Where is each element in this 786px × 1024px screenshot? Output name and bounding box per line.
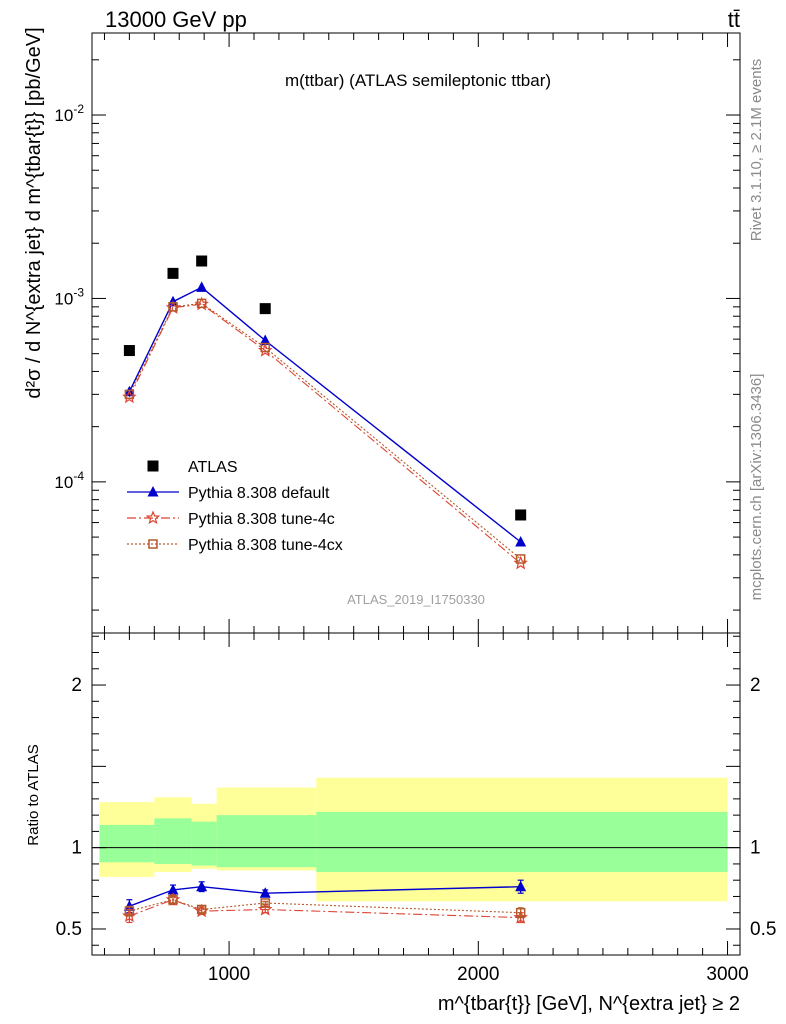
green-band-bin <box>154 818 192 864</box>
main-data-point <box>260 342 270 353</box>
y-tick-label: 10-3 <box>54 285 84 308</box>
analysis-id: ATLAS_2019_I1750330 <box>347 592 485 607</box>
process-label: tt̄ <box>728 7 740 32</box>
legend-label: ATLAS <box>188 459 238 476</box>
green-band-bin <box>99 824 155 863</box>
main-data-point <box>196 298 207 309</box>
energy-label: 13000 GeV pp <box>105 7 247 32</box>
ratio-series-line <box>129 899 521 919</box>
main-data-point <box>124 389 135 400</box>
main-data-point <box>259 334 271 345</box>
legend-marker <box>145 510 161 525</box>
green-band-bin <box>316 811 728 873</box>
x-tick-label: 3000 <box>706 964 748 985</box>
y-tick-label-exponent: -3 <box>73 285 84 299</box>
ratio-series <box>122 879 528 924</box>
x-ticks: 1000 2000 3000 <box>103 33 749 985</box>
ratio-y-tick-label: 1 <box>71 838 82 859</box>
rivet-version-label: Rivet 3.1.10, ≥ 2.1M events <box>748 59 765 242</box>
ratio-data-point <box>260 898 270 908</box>
main-y-axis-label: d²σ / d N^{extra jet} d m^{tbar{t}} [pb/… <box>23 27 45 398</box>
ratio-data-point <box>167 883 179 895</box>
ratio-uncertainty-bands <box>99 777 728 902</box>
ratio-y-tick-label: 0.5 <box>56 919 82 940</box>
ratio-data-point <box>515 880 527 892</box>
legend-label: Pythia 8.308 tune-4c <box>188 511 335 528</box>
ratio-data-point <box>124 906 135 916</box>
main-data-point <box>168 302 178 312</box>
ratio-data-point <box>196 904 207 915</box>
main-data-point <box>515 554 526 564</box>
main-series-line <box>128 286 522 543</box>
plot-title: m(ttbar) (ATLAS semileptonic ttbar) <box>285 71 551 90</box>
ratio-y-ticks: 0.5 0.5 1 1 2 2 <box>56 635 776 946</box>
main-data-point <box>123 345 135 357</box>
main-data-point <box>196 255 208 267</box>
y-tick-label-exponent: -2 <box>73 102 84 116</box>
ratio-data-point <box>196 880 208 892</box>
main-series <box>122 255 528 570</box>
x-tick-label: 2000 <box>457 964 499 985</box>
mcplots-label: mcplots.cern.ch [arXiv:1306.3436] <box>748 374 765 601</box>
legend-marker <box>147 486 159 497</box>
ratio-y-tick-label-right: 1 <box>750 838 761 859</box>
main-series-line <box>128 302 522 560</box>
legend-label: Pythia 8.308 tune-4cx <box>188 537 343 554</box>
main-data-point <box>515 509 527 521</box>
y-tick-label: 10-2 <box>54 102 84 125</box>
ratio-y-tick-label-right: 0.5 <box>750 919 776 940</box>
ratio-plot-frame <box>91 632 741 956</box>
ratio-data-point <box>123 900 135 911</box>
legend: ATLAS Pythia 8.308 default Pythia 8.308 tu… <box>127 459 343 554</box>
main-data-point <box>167 267 179 279</box>
ratio-data-point <box>168 894 178 905</box>
main-data-point <box>259 303 271 315</box>
green-band-bin <box>191 821 217 866</box>
x-tick-label: 1000 <box>208 964 250 985</box>
ratio-data-point <box>259 887 271 898</box>
ratio-series-line <box>129 899 521 914</box>
ratio-y-tick-label: 2 <box>71 675 82 696</box>
legend-marker <box>147 460 159 472</box>
main-data-point <box>196 281 208 292</box>
ratio-y-tick-label-right: 2 <box>750 675 761 696</box>
y-tick-label: 10-4 <box>54 469 84 492</box>
y-tick-label-exponent: -4 <box>73 469 84 483</box>
ratio-data-point <box>515 907 526 918</box>
green-band-bin <box>216 815 317 868</box>
legend-marker <box>148 539 158 549</box>
x-axis-label: m^{tbar{t}} [GeV], N^{extra jet} ≥ 2 <box>438 993 740 1015</box>
legend-label: Pythia 8.308 default <box>188 485 330 502</box>
ratio-y-axis-label: Ratio to ATLAS <box>25 744 42 845</box>
main-data-point <box>515 536 527 547</box>
